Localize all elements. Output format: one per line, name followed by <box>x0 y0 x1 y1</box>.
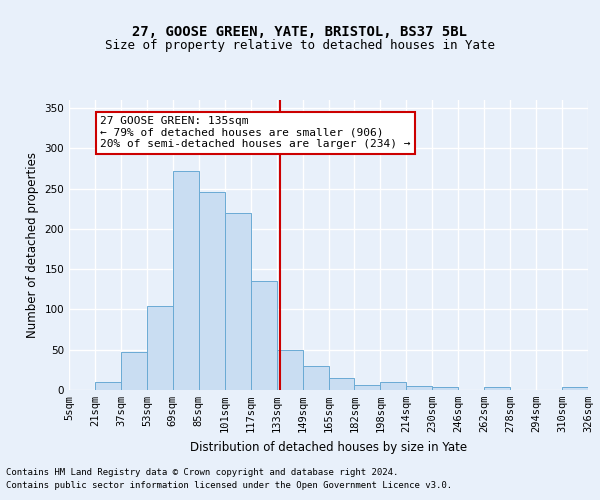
Bar <box>277 350 302 390</box>
Bar <box>380 382 406 390</box>
Bar <box>95 382 121 390</box>
Y-axis label: Number of detached properties: Number of detached properties <box>26 152 39 338</box>
Bar <box>225 213 251 390</box>
Bar <box>433 387 458 390</box>
Text: 27 GOOSE GREEN: 135sqm
← 79% of detached houses are smaller (906)
20% of semi-de: 27 GOOSE GREEN: 135sqm ← 79% of detached… <box>100 116 410 150</box>
Bar <box>302 366 329 390</box>
Bar <box>173 171 199 390</box>
Text: 27, GOOSE GREEN, YATE, BRISTOL, BS37 5BL: 27, GOOSE GREEN, YATE, BRISTOL, BS37 5BL <box>133 26 467 40</box>
Bar <box>121 352 147 390</box>
Bar <box>147 306 173 390</box>
Bar <box>355 385 380 390</box>
Text: Contains public sector information licensed under the Open Government Licence v3: Contains public sector information licen… <box>6 480 452 490</box>
Bar <box>406 386 432 390</box>
Text: Size of property relative to detached houses in Yate: Size of property relative to detached ho… <box>105 40 495 52</box>
Bar <box>199 192 224 390</box>
Bar <box>484 387 510 390</box>
Bar <box>562 387 588 390</box>
X-axis label: Distribution of detached houses by size in Yate: Distribution of detached houses by size … <box>190 440 467 454</box>
Bar <box>329 378 355 390</box>
Bar <box>251 281 277 390</box>
Text: Contains HM Land Registry data © Crown copyright and database right 2024.: Contains HM Land Registry data © Crown c… <box>6 468 398 477</box>
